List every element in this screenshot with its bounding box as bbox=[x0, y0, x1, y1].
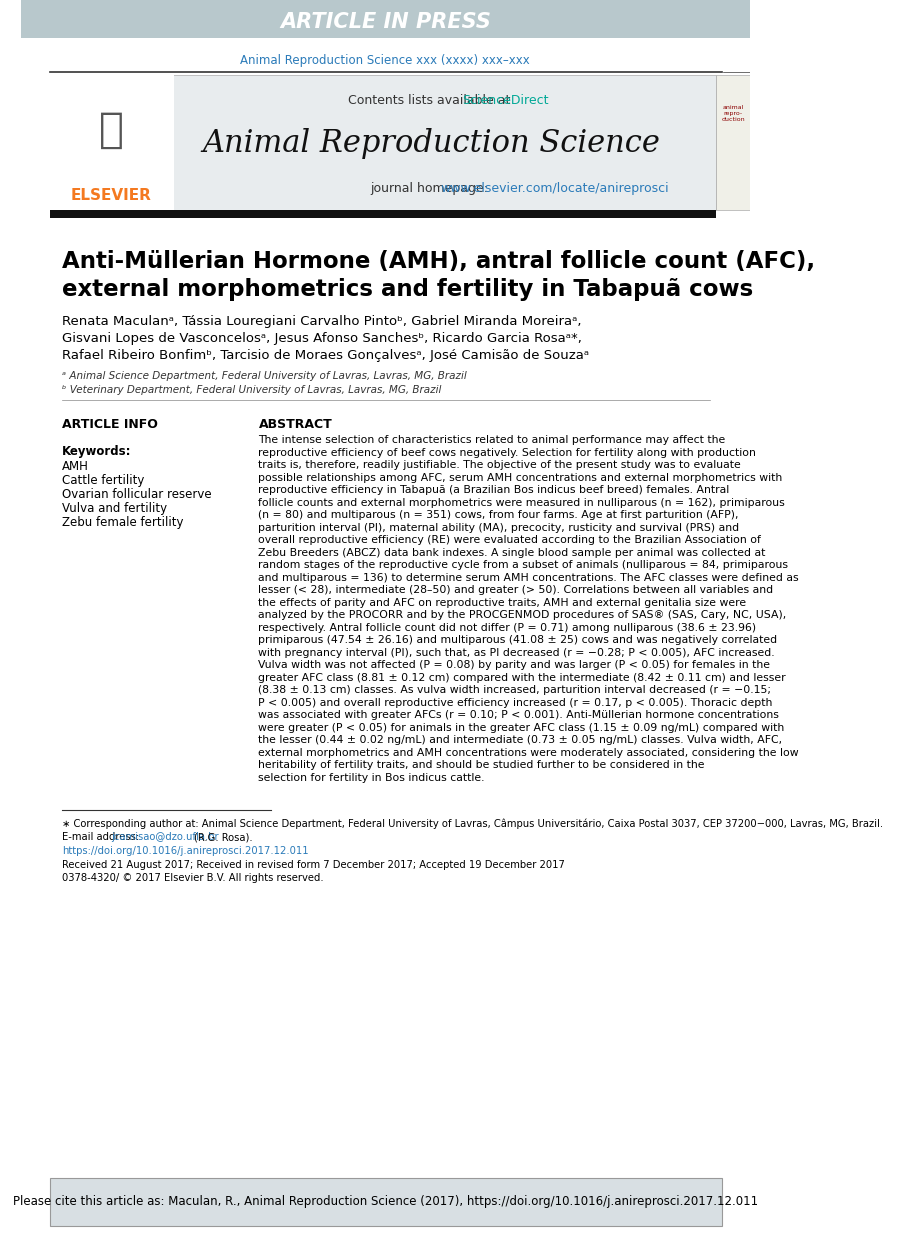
Text: Contents lists available at: Contents lists available at bbox=[348, 94, 514, 106]
Text: and multiparous = 136) to determine serum AMH concentrations. The AFC classes we: and multiparous = 136) to determine seru… bbox=[258, 572, 799, 583]
FancyBboxPatch shape bbox=[50, 76, 174, 210]
Text: with pregnancy interval (PI), such that, as PI decreased (r = −0.28; P < 0.005),: with pregnancy interval (PI), such that,… bbox=[258, 647, 775, 657]
Text: analyzed by the PROCORR and by the PROCGENMOD procedures of SAS® (SAS, Cary, NC,: analyzed by the PROCORR and by the PROCG… bbox=[258, 610, 786, 620]
Text: Zebu Breeders (ABCZ) data bank indexes. A single blood sample per animal was col: Zebu Breeders (ABCZ) data bank indexes. … bbox=[258, 547, 766, 557]
Text: www.elsevier.com/locate/anireprosci: www.elsevier.com/locate/anireprosci bbox=[441, 182, 669, 194]
Text: Keywords:: Keywords: bbox=[62, 444, 132, 458]
Text: follicle counts and external morphometrics were measured in nulliparous (n = 162: follicle counts and external morphometri… bbox=[258, 498, 785, 508]
Text: selection for fertility in Bos indicus cattle.: selection for fertility in Bos indicus c… bbox=[258, 773, 485, 782]
Text: was associated with greater AFCs (r = 0.10; P < 0.001). Anti-Müllerian hormone c: was associated with greater AFCs (r = 0.… bbox=[258, 711, 779, 721]
Text: Please cite this article as: Maculan, R., Animal Reproduction Science (2017), ht: Please cite this article as: Maculan, R.… bbox=[13, 1196, 758, 1208]
Text: reproductive efficiency in Tabapuã (a Brazilian Bos indicus beef breed) females.: reproductive efficiency in Tabapuã (a Br… bbox=[258, 485, 730, 495]
Text: ScienceDirect: ScienceDirect bbox=[462, 94, 548, 106]
Text: ∗ Corresponding author at: Animal Science Department, Federal University of Lavr: ∗ Corresponding author at: Animal Scienc… bbox=[62, 818, 883, 828]
Text: external morphometrics and fertility in Tabapuã cows: external morphometrics and fertility in … bbox=[62, 279, 753, 301]
Text: lesser (< 28), intermediate (28–50) and greater (> 50). Correlations between all: lesser (< 28), intermediate (28–50) and … bbox=[258, 586, 774, 595]
FancyBboxPatch shape bbox=[22, 0, 750, 38]
Text: ᵇ Veterinary Department, Federal University of Lavras, Lavras, MG, Brazil: ᵇ Veterinary Department, Federal Univers… bbox=[62, 385, 441, 395]
Text: animal
repro-
duction: animal repro- duction bbox=[721, 105, 745, 121]
Text: ᵃ Animal Science Department, Federal University of Lavras, Lavras, MG, Brazil: ᵃ Animal Science Department, Federal Uni… bbox=[62, 371, 466, 381]
Text: random stages of the reproductive cycle from a subset of animals (nulliparous = : random stages of the reproductive cycle … bbox=[258, 560, 788, 569]
Text: primiparous (47.54 ± 26.16) and multiparous (41.08 ± 25) cows and was negatively: primiparous (47.54 ± 26.16) and multipar… bbox=[258, 635, 777, 645]
Text: ELSEVIER: ELSEVIER bbox=[71, 187, 151, 203]
Text: Ovarian follicular reserve: Ovarian follicular reserve bbox=[62, 488, 211, 501]
Text: Vulva and fertility: Vulva and fertility bbox=[62, 501, 167, 515]
Text: Anti-Müllerian Hormone (AMH), antral follicle count (AFC),: Anti-Müllerian Hormone (AMH), antral fol… bbox=[62, 250, 814, 274]
Text: Received 21 August 2017; Received in revised form 7 December 2017; Accepted 19 D: Received 21 August 2017; Received in rev… bbox=[62, 860, 564, 870]
Text: greater AFC class (8.81 ± 0.12 cm) compared with the intermediate (8.42 ± 0.11 c: greater AFC class (8.81 ± 0.12 cm) compa… bbox=[258, 672, 786, 682]
Text: overall reproductive efficiency (RE) were evaluated according to the Brazilian A: overall reproductive efficiency (RE) wer… bbox=[258, 535, 761, 545]
Text: heritability of fertility traits, and should be studied further to be considered: heritability of fertility traits, and sh… bbox=[258, 760, 705, 770]
Text: ABSTRACT: ABSTRACT bbox=[258, 418, 332, 431]
Text: parturition interval (PI), maternal ability (MA), precocity, rusticity and survi: parturition interval (PI), maternal abil… bbox=[258, 522, 739, 532]
Text: E-mail address:: E-mail address: bbox=[62, 832, 141, 842]
Text: respectively. Antral follicle count did not differ (P = 0.71) among nulliparous : respectively. Antral follicle count did … bbox=[258, 623, 756, 633]
FancyBboxPatch shape bbox=[50, 210, 717, 218]
Text: Cattle fertility: Cattle fertility bbox=[62, 474, 144, 487]
Text: Zebu female fertility: Zebu female fertility bbox=[62, 516, 183, 529]
Text: 0378-4320/ © 2017 Elsevier B.V. All rights reserved.: 0378-4320/ © 2017 Elsevier B.V. All righ… bbox=[62, 873, 323, 883]
Text: ARTICLE INFO: ARTICLE INFO bbox=[62, 418, 158, 431]
FancyBboxPatch shape bbox=[50, 1179, 722, 1226]
Text: AMH: AMH bbox=[62, 461, 89, 473]
Text: Vulva width was not affected (P = 0.08) by parity and was larger (P < 0.05) for : Vulva width was not affected (P = 0.08) … bbox=[258, 660, 770, 670]
Text: P < 0.005) and overall reproductive efficiency increased (r = 0.17, p < 0.005). : P < 0.005) and overall reproductive effi… bbox=[258, 697, 773, 707]
FancyBboxPatch shape bbox=[717, 76, 750, 210]
Text: Rafael Ribeiro Bonfimᵇ, Tarcisio de Moraes Gonçalvesᵃ, José Camisão de Souzaᵃ: Rafael Ribeiro Bonfimᵇ, Tarcisio de Mora… bbox=[62, 349, 589, 361]
Text: 🌳: 🌳 bbox=[99, 109, 124, 151]
Text: jcamisao@dzo.ufla.br: jcamisao@dzo.ufla.br bbox=[112, 832, 219, 842]
Text: possible relationships among AFC, serum AMH concentrations and external morphome: possible relationships among AFC, serum … bbox=[258, 473, 783, 483]
Text: ARTICLE IN PRESS: ARTICLE IN PRESS bbox=[280, 12, 491, 32]
Text: The intense selection of characteristics related to animal performance may affec: The intense selection of characteristics… bbox=[258, 435, 726, 444]
Text: (8.38 ± 0.13 cm) classes. As vulva width increased, parturition interval decreas: (8.38 ± 0.13 cm) classes. As vulva width… bbox=[258, 685, 772, 695]
Text: Animal Reproduction Science xxx (xxxx) xxx–xxx: Animal Reproduction Science xxx (xxxx) x… bbox=[240, 53, 531, 67]
Text: journal homepage:: journal homepage: bbox=[370, 182, 493, 194]
FancyBboxPatch shape bbox=[50, 76, 717, 210]
Text: external morphometrics and AMH concentrations were moderately associated, consid: external morphometrics and AMH concentra… bbox=[258, 748, 799, 758]
Text: Animal Reproduction Science: Animal Reproduction Science bbox=[202, 128, 660, 158]
Text: were greater (P < 0.05) for animals in the greater AFC class (1.15 ± 0.09 ng/mL): were greater (P < 0.05) for animals in t… bbox=[258, 723, 785, 733]
Text: traits is, therefore, readily justifiable. The objective of the present study wa: traits is, therefore, readily justifiabl… bbox=[258, 461, 741, 470]
Text: the effects of parity and AFC on reproductive traits, AMH and external genitalia: the effects of parity and AFC on reprodu… bbox=[258, 598, 746, 608]
Text: the lesser (0.44 ± 0.02 ng/mL) and intermediate (0.73 ± 0.05 ng/mL) classes. Vul: the lesser (0.44 ± 0.02 ng/mL) and inter… bbox=[258, 735, 783, 745]
Text: (n = 80) and multiparous (n = 351) cows, from four farms. Age at first parturiti: (n = 80) and multiparous (n = 351) cows,… bbox=[258, 510, 739, 520]
Text: (R.G. Rosa).: (R.G. Rosa). bbox=[194, 832, 253, 842]
Text: https://doi.org/10.1016/j.anireprosci.2017.12.011: https://doi.org/10.1016/j.anireprosci.20… bbox=[62, 846, 308, 855]
Text: Gisvani Lopes de Vasconcelosᵃ, Jesus Afonso Sanchesᵇ, Ricardo Garcia Rosaᵃ*,: Gisvani Lopes de Vasconcelosᵃ, Jesus Afo… bbox=[62, 332, 581, 345]
Text: Renata Maculanᵃ, Tássia Louregiani Carvalho Pintoᵇ, Gabriel Miranda Moreiraᵃ,: Renata Maculanᵃ, Tássia Louregiani Carva… bbox=[62, 314, 581, 328]
Text: reproductive efficiency of beef cows negatively. Selection for fertility along w: reproductive efficiency of beef cows neg… bbox=[258, 447, 756, 458]
